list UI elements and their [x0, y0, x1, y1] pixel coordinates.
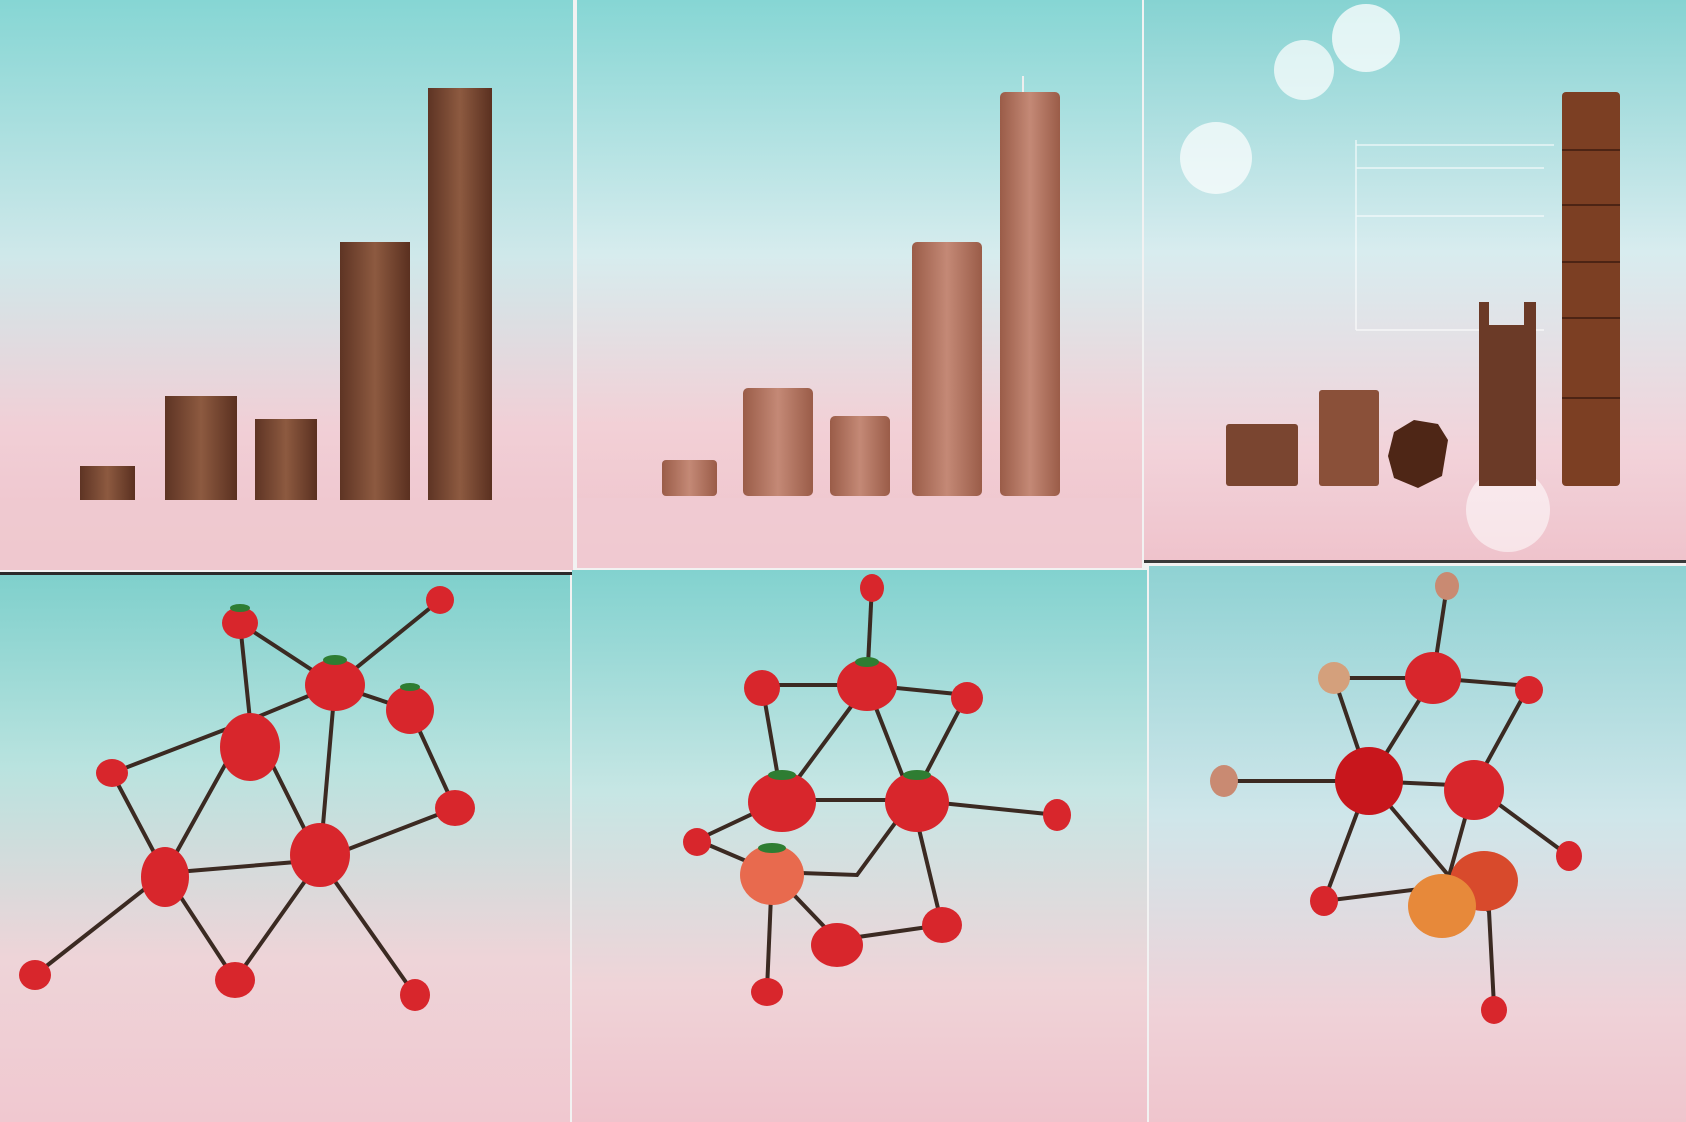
strawberry-network-scene-1	[0, 575, 570, 1122]
wood-bar-4	[340, 242, 410, 500]
strawberry-node	[744, 670, 780, 706]
strawberry-node	[141, 847, 189, 907]
strawberry-node	[811, 923, 863, 967]
chocolate-bar-chart-image	[1144, 0, 1686, 560]
strawberry-node	[96, 759, 128, 787]
candle-bar-5	[1000, 92, 1060, 496]
strawberry-node	[951, 682, 983, 714]
apple-node	[1335, 747, 1403, 815]
strawberry-node	[290, 823, 350, 887]
wood-bar-2	[165, 396, 237, 500]
panel-divider	[1144, 560, 1686, 563]
apple-node	[1210, 765, 1238, 797]
candle-bar-2	[743, 388, 813, 496]
apple-node	[1556, 841, 1582, 871]
candle-bars-scene	[577, 0, 1142, 568]
chocolate-bar-5	[1562, 92, 1620, 486]
candle-bar-4	[912, 242, 982, 496]
strawberry-node	[837, 659, 897, 711]
strawberry-network-scene-2	[572, 570, 1147, 1122]
strawberry-node	[435, 790, 475, 826]
apple-node	[1318, 662, 1350, 694]
apple-node	[1444, 760, 1504, 820]
apple-node	[1481, 996, 1507, 1024]
strawberry-node	[751, 978, 783, 1006]
wood-bar-chart-image	[0, 0, 573, 570]
apple-node	[1435, 572, 1459, 600]
strawberry-node	[740, 845, 804, 905]
strawberry-node	[222, 607, 258, 639]
apple-node	[1405, 652, 1461, 704]
wood-bars-scene	[0, 0, 573, 570]
candle-bar-3	[830, 416, 890, 496]
apple-network-image	[1149, 566, 1686, 1122]
panel-divider	[0, 572, 573, 575]
candle-bar-chart-image	[577, 0, 1142, 568]
strawberry-network-image-2	[572, 570, 1147, 1122]
wood-bar-3	[255, 419, 317, 500]
strawberry-node	[860, 574, 884, 602]
strawberry-node	[220, 713, 280, 781]
strawberry-node	[683, 828, 711, 856]
wood-bar-1	[80, 466, 135, 500]
strawberry-network-image-1	[0, 575, 570, 1122]
apple-node	[1408, 874, 1476, 938]
chocolate-bar-2	[1319, 390, 1379, 486]
strawberry-node	[19, 960, 51, 990]
chocolate-bar-1	[1226, 424, 1298, 486]
chocolate-bars-scene	[1144, 0, 1686, 560]
candle-bar-1	[662, 460, 717, 496]
apple-node	[1515, 676, 1543, 704]
strawberry-node	[386, 686, 434, 734]
chocolate-bar-4	[1479, 302, 1536, 486]
strawberry-node	[885, 772, 949, 832]
strawberry-node	[748, 772, 816, 832]
strawberry-node	[305, 659, 365, 711]
strawberry-node	[426, 586, 454, 614]
strawberry-node	[215, 962, 255, 998]
strawberries	[19, 586, 475, 1011]
strawberries	[683, 574, 1071, 1006]
strawberry-node	[922, 907, 962, 943]
strawberry-node	[400, 979, 430, 1011]
strawberry-node	[1043, 799, 1071, 831]
apple-network-scene	[1149, 566, 1686, 1122]
chocolate-bar-3	[1388, 420, 1448, 488]
apple-node	[1310, 886, 1338, 916]
wood-bar-5	[428, 88, 492, 500]
apples	[1210, 572, 1582, 1024]
